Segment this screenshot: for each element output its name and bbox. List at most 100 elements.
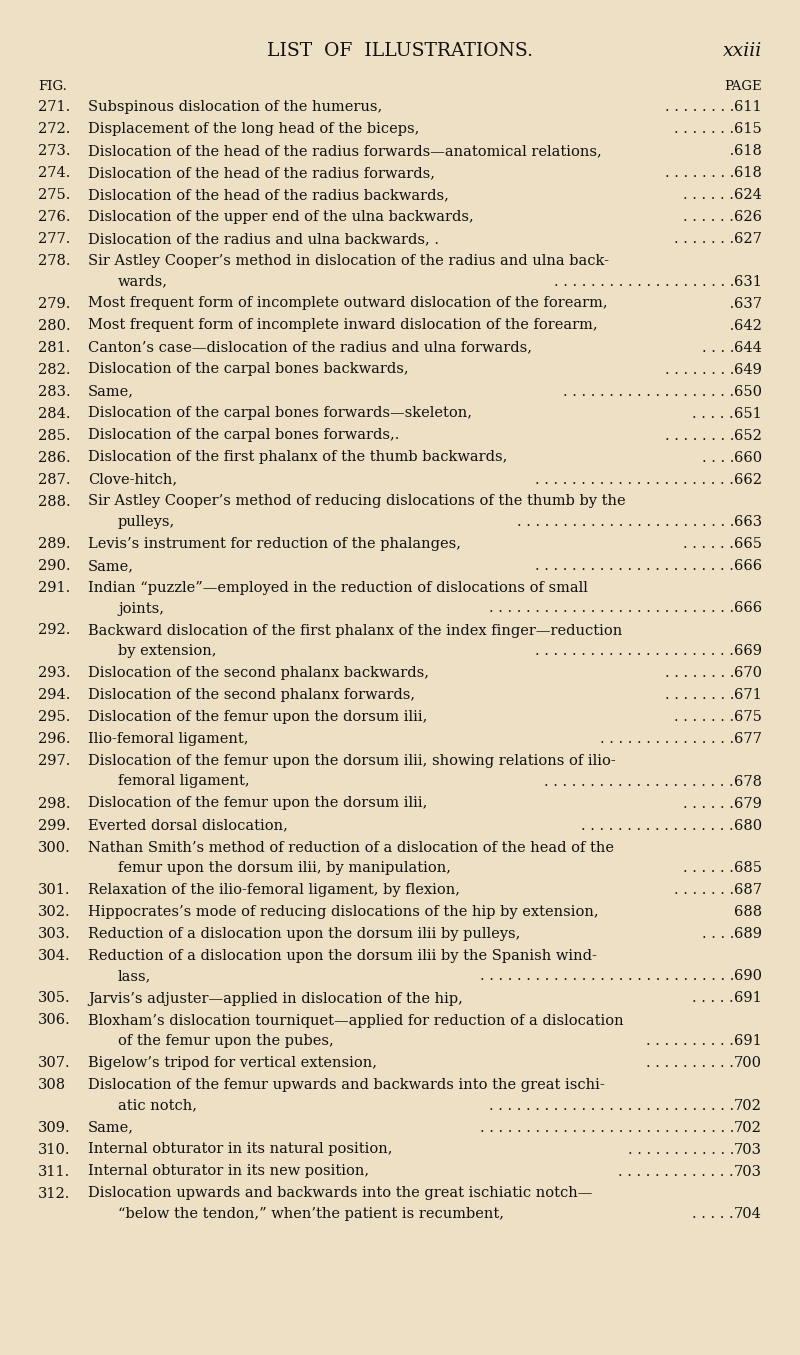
Text: 279.: 279.	[38, 297, 70, 310]
Text: 271.: 271.	[38, 100, 70, 114]
Text: 285.: 285.	[38, 428, 70, 443]
Text: 689: 689	[734, 927, 762, 940]
Text: Subspinous dislocation of the humerus,: Subspinous dislocation of the humerus,	[88, 100, 382, 114]
Text: atic notch,: atic notch,	[118, 1099, 197, 1112]
Text: 611: 611	[734, 100, 762, 114]
Text: . . . . . . . .: . . . . . . . .	[665, 667, 734, 680]
Text: 679: 679	[734, 797, 762, 810]
Text: . . . . . . . . . . . . . . . . . . . . . . . . . . . .: . . . . . . . . . . . . . . . . . . . . …	[480, 1121, 734, 1134]
Text: Bloxham’s dislocation tourniquet—applied for reduction of a dislocation: Bloxham’s dislocation tourniquet—applied…	[88, 1014, 624, 1027]
Text: . . . . . .: . . . . . .	[683, 188, 734, 202]
Text: . . . . . . .: . . . . . . .	[674, 122, 734, 136]
Text: Everted dorsal dislocation,: Everted dorsal dislocation,	[88, 818, 288, 832]
Text: 290.: 290.	[38, 560, 70, 573]
Text: Dislocation of the carpal bones forwards,.: Dislocation of the carpal bones forwards…	[88, 428, 399, 443]
Text: 618: 618	[734, 144, 762, 159]
Text: 308: 308	[38, 1079, 66, 1092]
Text: joints,: joints,	[118, 602, 164, 615]
Text: PAGE: PAGE	[724, 80, 762, 93]
Text: 627: 627	[734, 232, 762, 247]
Text: Most frequent form of incomplete inward dislocation of the forearm,: Most frequent form of incomplete inward …	[88, 318, 598, 332]
Text: Indian “puzzle”—employed in the reduction of dislocations of small: Indian “puzzle”—employed in the reductio…	[88, 581, 588, 595]
Text: Dislocation of the head of the radius forwards—anatomical relations,: Dislocation of the head of the radius fo…	[88, 144, 602, 159]
Text: Dislocation of the femur upon the dorsum ilii,: Dislocation of the femur upon the dorsum…	[88, 710, 427, 724]
Text: . . . . . . . . . . . . . . . . . . . . . .: . . . . . . . . . . . . . . . . . . . . …	[535, 644, 734, 659]
Text: . . . . . . . . . . . . . . . . . . . .: . . . . . . . . . . . . . . . . . . . .	[554, 275, 734, 289]
Text: 670: 670	[734, 667, 762, 680]
Text: Reduction of a dislocation upon the dorsum ilii by pulleys,: Reduction of a dislocation upon the dors…	[88, 927, 520, 940]
Text: femoral ligament,: femoral ligament,	[118, 775, 250, 789]
Text: 688: 688	[734, 905, 762, 919]
Text: 301.: 301.	[38, 883, 70, 897]
Text: Canton’s case—dislocation of the radius and ulna forwards,: Canton’s case—dislocation of the radius …	[88, 340, 532, 355]
Text: . . . . . . .: . . . . . . .	[674, 883, 734, 897]
Text: 642: 642	[734, 318, 762, 332]
Text: 702: 702	[734, 1099, 762, 1112]
Text: 272.: 272.	[38, 122, 70, 136]
Text: 678: 678	[734, 775, 762, 789]
Text: 680: 680	[734, 818, 762, 832]
Text: 280.: 280.	[38, 318, 70, 332]
Text: 624: 624	[734, 188, 762, 202]
Text: pulleys,: pulleys,	[118, 515, 175, 528]
Text: Dislocation of the radius and ulna backwards, .: Dislocation of the radius and ulna backw…	[88, 232, 439, 247]
Text: 275.: 275.	[38, 188, 70, 202]
Text: 704: 704	[734, 1207, 762, 1221]
Text: 305.: 305.	[38, 992, 70, 1005]
Text: Sir Astley Cooper’s method in dislocation of the radius and ulna back-: Sir Astley Cooper’s method in dislocatio…	[88, 253, 609, 268]
Text: 309.: 309.	[38, 1121, 70, 1134]
Text: . . . . . . . . . .: . . . . . . . . . .	[646, 1056, 734, 1070]
Text: .: .	[725, 318, 734, 332]
Text: 644: 644	[734, 340, 762, 355]
Text: . . . . . . .: . . . . . . .	[674, 710, 734, 724]
Text: 289.: 289.	[38, 537, 70, 551]
Text: . . . . . . . . . . . . . . . . . . . . . . . . . . .: . . . . . . . . . . . . . . . . . . . . …	[489, 1099, 734, 1112]
Text: Dislocation of the upper end of the ulna backwards,: Dislocation of the upper end of the ulna…	[88, 210, 474, 224]
Text: 312.: 312.	[38, 1187, 70, 1201]
Text: 300.: 300.	[38, 840, 70, 855]
Text: 626: 626	[734, 210, 762, 224]
Text: femur upon the dorsum ilii, by manipulation,: femur upon the dorsum ilii, by manipulat…	[118, 860, 451, 875]
Text: 662: 662	[734, 473, 762, 486]
Text: Clove-hitch,: Clove-hitch,	[88, 473, 177, 486]
Text: . . . . . . . . . . . . . . . . . . . . . . . .: . . . . . . . . . . . . . . . . . . . . …	[517, 515, 734, 528]
Text: 293.: 293.	[38, 667, 70, 680]
Text: . . . . . . . .: . . . . . . . .	[665, 428, 734, 443]
Text: 294.: 294.	[38, 688, 70, 702]
Text: . . . .: . . . .	[702, 450, 734, 465]
Text: 660: 660	[734, 450, 762, 465]
Text: . . . . . .: . . . . . .	[683, 797, 734, 810]
Text: 307.: 307.	[38, 1056, 70, 1070]
Text: Dislocation upwards and backwards into the great ischiatic notch—: Dislocation upwards and backwards into t…	[88, 1187, 592, 1201]
Text: 296.: 296.	[38, 732, 70, 747]
Text: Backward dislocation of the first phalanx of the index finger—reduction: Backward dislocation of the first phalan…	[88, 623, 622, 637]
Text: 615: 615	[734, 122, 762, 136]
Text: lass,: lass,	[118, 969, 151, 984]
Text: 284.: 284.	[38, 406, 70, 420]
Text: . . . . . . .: . . . . . . .	[674, 232, 734, 247]
Text: 675: 675	[734, 710, 762, 724]
Text: 700: 700	[734, 1056, 762, 1070]
Text: 690: 690	[734, 969, 762, 984]
Text: Dislocation of the second phalanx forwards,: Dislocation of the second phalanx forwar…	[88, 688, 415, 702]
Text: 299.: 299.	[38, 818, 70, 832]
Text: Dislocation of the head of the radius backwards,: Dislocation of the head of the radius ba…	[88, 188, 449, 202]
Text: . . . . . . . . . . . . . . . . . . .: . . . . . . . . . . . . . . . . . . .	[563, 385, 734, 398]
Text: 663: 663	[734, 515, 762, 528]
Text: 691: 691	[734, 1034, 762, 1047]
Text: 304.: 304.	[38, 948, 70, 963]
Text: 282.: 282.	[38, 363, 70, 377]
Text: 677: 677	[734, 732, 762, 747]
Text: 652: 652	[734, 428, 762, 443]
Text: 292.: 292.	[38, 623, 70, 637]
Text: . . . . . . . . . . . .: . . . . . . . . . . . .	[628, 1142, 734, 1157]
Text: 291.: 291.	[38, 581, 70, 595]
Text: Internal obturator in its natural position,: Internal obturator in its natural positi…	[88, 1142, 393, 1157]
Text: Dislocation of the head of the radius forwards,: Dislocation of the head of the radius fo…	[88, 167, 435, 180]
Text: 286.: 286.	[38, 450, 70, 465]
Text: . . . . . . . . . . . . . . . . . . . . . .: . . . . . . . . . . . . . . . . . . . . …	[535, 560, 734, 573]
Text: Relaxation of the ilio-femoral ligament, by flexion,: Relaxation of the ilio-femoral ligament,…	[88, 883, 460, 897]
Text: Bigelow’s tripod for vertical extension,: Bigelow’s tripod for vertical extension,	[88, 1056, 377, 1070]
Text: . . . . . . . .: . . . . . . . .	[665, 100, 734, 114]
Text: . . . . . . . . . . . . .: . . . . . . . . . . . . .	[618, 1164, 734, 1179]
